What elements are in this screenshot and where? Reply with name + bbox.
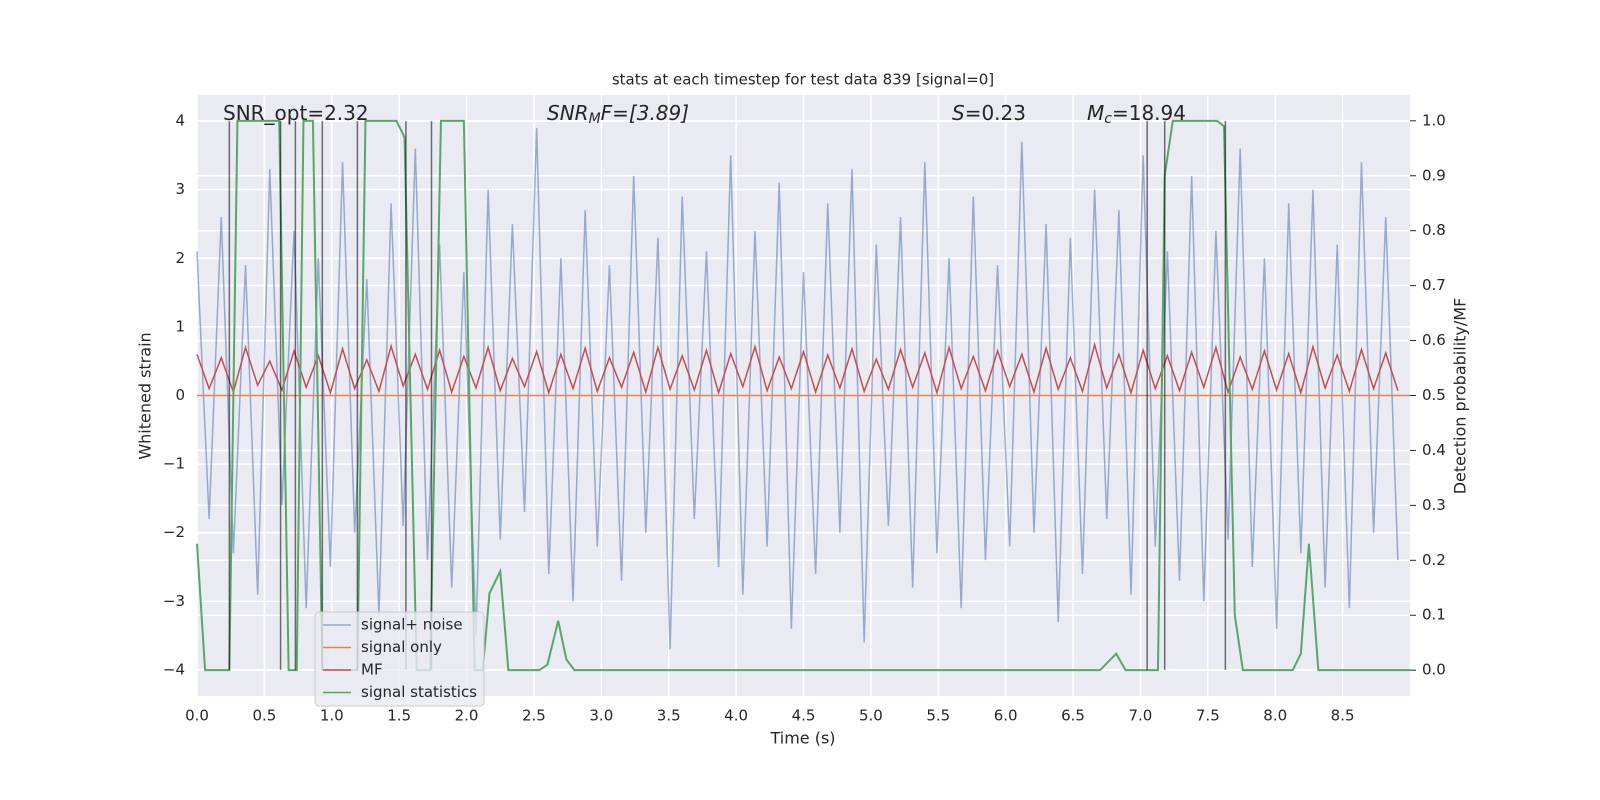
y2-tick-label: 0.2 — [1422, 551, 1446, 569]
annotation: Mc=18.94 — [1087, 101, 1186, 128]
y2-tick-label: 0.1 — [1422, 606, 1446, 624]
legend-box — [314, 611, 485, 707]
y2-tick-label: 0.7 — [1422, 276, 1446, 294]
x-tick-label: 2.5 — [522, 707, 546, 725]
series-line — [196, 341, 1399, 396]
y2-tick-label: 0.6 — [1422, 331, 1446, 349]
annotation-value: =0.23 — [965, 101, 1026, 125]
y-tick-label: −3 — [163, 592, 185, 610]
x-tick-label: 7.5 — [1196, 707, 1220, 725]
x-tick-label: 8.0 — [1263, 707, 1287, 725]
annotation: SNR_opt=2.32 — [223, 101, 369, 125]
x-axis-label: Time (s) — [769, 729, 835, 748]
x-tick-label: 6.0 — [994, 707, 1018, 725]
legend-label: signal+ noise — [361, 616, 463, 634]
x-tick-label: 8.5 — [1331, 707, 1355, 725]
y2-tick-label: 0.3 — [1422, 496, 1446, 514]
y2-tick-label: 0.8 — [1422, 221, 1446, 239]
x-tick-label: 4.5 — [792, 707, 816, 725]
x-tick-label: 5.5 — [926, 707, 950, 725]
annotation-symbol: SNR — [547, 101, 589, 125]
x-tick-label: 7.0 — [1129, 707, 1153, 725]
y-tick-label: −4 — [163, 660, 185, 678]
annotation-subscript: M — [589, 111, 601, 127]
y-tick-label: 0 — [175, 386, 185, 404]
annotation-subscript: c — [1104, 111, 1112, 127]
legend-label: MF — [361, 661, 383, 679]
x-tick-label: 3.0 — [589, 707, 613, 725]
annotation-value: =18.94 — [1112, 101, 1186, 125]
annotation-text: SNR_opt=2.32 — [223, 101, 369, 125]
x-tick-label: 6.5 — [1061, 707, 1085, 725]
legend-label: signal statistics — [361, 683, 477, 701]
annotation: SNRMF=[3.89] — [547, 101, 689, 128]
y-tick-label: 4 — [175, 112, 185, 130]
annotation-symbol: S — [952, 101, 965, 125]
annotation: S=0.23 — [952, 101, 1026, 125]
plot-layer — [196, 95, 1410, 696]
y-tick-label: −2 — [163, 523, 185, 541]
y-tick-label: −1 — [163, 455, 185, 473]
legend-label: signal only — [361, 638, 442, 656]
chart-title: stats at each timestep for test data 839… — [612, 71, 994, 89]
y2-tick-label: 0.4 — [1422, 441, 1446, 459]
x-tick-label: 2.0 — [455, 707, 479, 725]
x-tick-label: 5.0 — [859, 707, 883, 725]
annotation-value: F=[3.89] — [601, 101, 689, 125]
y2-tick-label: 0.9 — [1422, 166, 1446, 184]
series-line — [196, 119, 1410, 672]
y-tick-label: 2 — [175, 249, 185, 267]
y2-axis-label: Detection probability/MF — [1451, 298, 1470, 495]
x-tick-label: 3.5 — [657, 707, 681, 725]
y2-tick-label: 0.5 — [1422, 386, 1446, 404]
x-tick-label: 1.5 — [387, 707, 411, 725]
y-tick-label: 1 — [175, 317, 185, 335]
x-tick-label: 0.5 — [252, 707, 276, 725]
x-tick-label: 1.0 — [320, 707, 344, 725]
y-axis-label: Whitened strain — [136, 332, 155, 459]
legend: signal+ noise signal only MF signal statist… — [314, 611, 485, 707]
y2-tick-label: 1.0 — [1422, 111, 1446, 129]
annotation-symbol: M — [1087, 101, 1104, 125]
y-tick-label: 3 — [175, 180, 185, 198]
x-tick-label: 4.0 — [724, 707, 748, 725]
x-tick-label: 0.0 — [185, 707, 209, 725]
y2-tick-label: 0.0 — [1422, 661, 1446, 679]
